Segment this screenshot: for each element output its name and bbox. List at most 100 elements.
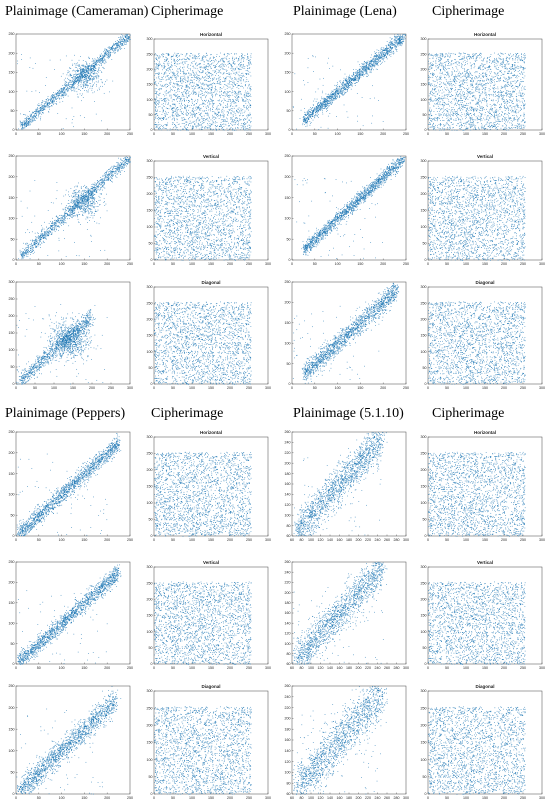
scatter-point	[211, 88, 212, 90]
scatter-point	[157, 67, 159, 69]
scatter-point	[348, 80, 350, 82]
scatter-point	[312, 116, 313, 117]
scatter-point	[223, 77, 224, 79]
scatter-point	[157, 59, 158, 61]
scatter-point	[85, 65, 86, 67]
scatter-point	[89, 65, 91, 66]
scatter-point	[384, 56, 385, 57]
scatter-point	[332, 97, 334, 99]
scatter-point	[107, 55, 109, 57]
scatter-point	[192, 72, 194, 73]
scatter-point	[26, 117, 28, 119]
scatter-point	[172, 122, 173, 124]
scatter-point	[236, 117, 237, 118]
scatter-point	[39, 106, 41, 108]
scatter-point	[174, 90, 176, 91]
scatter-point	[223, 102, 224, 104]
scatter-point	[309, 111, 311, 113]
scatter-point	[94, 101, 95, 102]
scatter-point	[395, 36, 397, 38]
scatter-point	[92, 75, 93, 77]
scatter-point	[195, 64, 196, 66]
scatter-point	[30, 124, 31, 126]
scatter-point	[241, 112, 243, 114]
scatter-point	[82, 70, 84, 72]
scatter-point	[95, 76, 97, 78]
scatter-point	[233, 129, 235, 131]
scatter-point	[195, 92, 197, 94]
scatter-point	[386, 52, 388, 54]
scatter-point	[331, 94, 333, 96]
y-tick-label: 100	[9, 90, 15, 94]
scatter-point	[24, 127, 26, 129]
scatter-point	[98, 68, 100, 69]
scatter-point	[172, 103, 173, 105]
scatter-point	[222, 73, 224, 75]
scatter-point	[37, 104, 39, 106]
scatter-point	[203, 102, 205, 104]
scatter-point	[97, 81, 99, 83]
scatter-point	[307, 121, 308, 123]
scatter-point	[238, 92, 240, 93]
scatter-point	[170, 94, 172, 96]
scatter-point	[195, 120, 197, 121]
scatter-point	[85, 79, 87, 81]
scatter-point	[185, 89, 186, 90]
scatter-point	[79, 76, 80, 78]
scatter-point	[85, 67, 87, 68]
scatter-point	[176, 54, 177, 56]
scatter-point	[34, 113, 35, 115]
scatter-point	[101, 81, 103, 83]
scatter-point	[60, 89, 62, 91]
scatter-point	[206, 113, 207, 115]
scatter-point	[163, 106, 165, 107]
scatter-point	[375, 60, 377, 62]
scatter-point	[387, 43, 389, 45]
scatter-point	[336, 91, 338, 93]
scatter-point	[316, 115, 318, 117]
scatter-point	[172, 99, 174, 101]
scatter-point	[159, 55, 160, 57]
scatter-point	[194, 91, 196, 93]
scatter-point	[239, 111, 241, 113]
scatter-point	[392, 48, 393, 49]
scatter-point	[33, 116, 35, 118]
scatter-point	[183, 81, 185, 83]
scatter-point	[228, 72, 230, 74]
scatter-point	[90, 72, 92, 74]
scatter-point	[34, 63, 36, 64]
scatter-point	[238, 90, 240, 92]
scatter-point	[196, 125, 198, 127]
scatter-point	[173, 72, 175, 74]
scatter-point	[83, 70, 85, 71]
scatter-point	[379, 54, 380, 55]
scatter-point	[94, 65, 95, 67]
scatter-point	[104, 56, 106, 57]
scatter-point	[112, 46, 113, 48]
scatter-point	[115, 51, 116, 53]
scatter-point	[162, 119, 164, 120]
scatter-point	[347, 80, 349, 82]
scatter-point	[76, 76, 77, 78]
scatter-point	[85, 78, 87, 80]
scatter-point	[387, 54, 388, 56]
scatter-point	[184, 75, 186, 77]
scatter-point	[235, 78, 236, 80]
scatter-point	[368, 64, 370, 66]
scatter-point	[194, 56, 196, 58]
scatter-point	[82, 80, 84, 81]
scatter-point	[174, 109, 176, 111]
scatter-point	[194, 123, 196, 124]
scatter-point	[403, 38, 404, 40]
scatter-point	[239, 120, 241, 121]
scatter-point	[235, 117, 236, 119]
scatter-point	[220, 60, 221, 62]
scatter-point	[40, 119, 41, 121]
scatter-point	[212, 78, 214, 80]
scatter-point	[95, 75, 97, 77]
scatter-point	[154, 100, 156, 102]
scatter-point	[188, 87, 190, 89]
scatter-point	[349, 82, 351, 84]
scatter-point	[124, 42, 126, 44]
scatter-point	[207, 105, 209, 106]
